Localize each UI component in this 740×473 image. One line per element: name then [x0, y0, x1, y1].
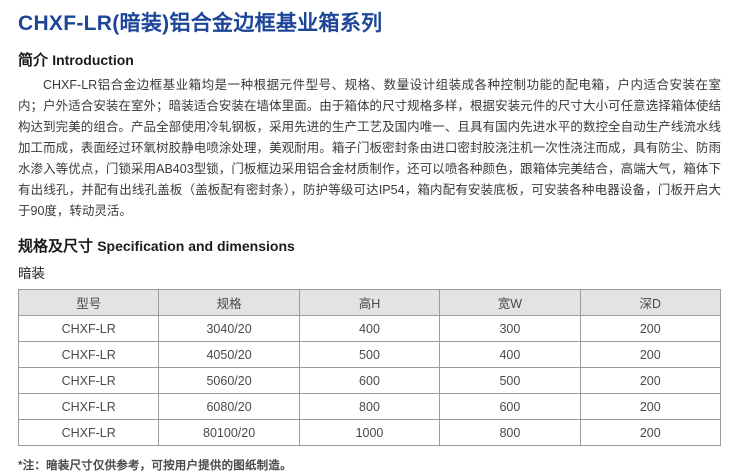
- table-cell: CHXF-LR: [17, 341, 160, 368]
- spec-table-head: 型号 规格 高H 宽W 深D: [17, 289, 722, 316]
- table-cell: 200: [579, 393, 722, 420]
- table-cell: 6080/20: [158, 393, 300, 420]
- table-cell: 300: [439, 315, 581, 342]
- spec-table: 型号 规格 高H 宽W 深D CHXF-LR 3040/20 400 300 200 CHXF-L…: [17, 289, 722, 446]
- table-row: CHXF-LR 4050/20 500 400 200: [17, 341, 722, 368]
- table-cell: CHXF-LR: [17, 393, 160, 420]
- table-cell: 200: [579, 315, 722, 342]
- table-cell: 500: [298, 341, 441, 368]
- table-cell: 1000: [298, 419, 441, 446]
- spec-table-column-header: 宽W: [439, 289, 581, 316]
- table-row: CHXF-LR 80100/20 1000 800 200: [17, 419, 722, 446]
- spec-table-body: CHXF-LR 3040/20 400 300 200 CHXF-LR 4050/20 500…: [17, 315, 722, 446]
- spec-section-heading: 规格及尺寸 Specification and dimensions: [18, 237, 721, 256]
- intro-heading-en: Introduction: [52, 52, 134, 68]
- table-row: CHXF-LR 3040/20 400 300 200: [17, 315, 722, 342]
- table-cell: 200: [579, 367, 722, 394]
- table-cell: 400: [439, 341, 581, 368]
- spec-table-column-header: 规格: [158, 289, 300, 316]
- table-cell: 3040/20: [158, 315, 300, 342]
- mounting-type-label: 暗装: [18, 266, 45, 281]
- table-cell: 5060/20: [158, 367, 300, 394]
- table-cell: 4050/20: [158, 341, 300, 368]
- spec-heading-zh: 规格及尺寸: [18, 238, 94, 255]
- table-cell: 200: [579, 341, 722, 368]
- page-title: CHXF-LR(暗装)铝合金边框基业箱系列: [18, 12, 383, 35]
- table-cell: 800: [298, 393, 441, 420]
- table-cell: CHXF-LR: [17, 367, 160, 394]
- table-cell: 80100/20: [158, 419, 300, 446]
- spec-table-column-header: 型号: [17, 289, 160, 316]
- table-cell: 400: [298, 315, 441, 342]
- table-cell: CHXF-LR: [17, 419, 160, 446]
- intro-paragraph: CHXF-LR铝合金边框基业箱均是一种根据元件型号、规格、数量设计组装成各种控制…: [18, 78, 721, 218]
- table-cell: 600: [439, 393, 581, 420]
- intro-heading-zh: 简介: [18, 52, 49, 69]
- spec-table-column-header: 高H: [298, 289, 441, 316]
- intro-section-heading: 简介 Introduction: [18, 51, 721, 70]
- table-cell: 500: [439, 367, 581, 394]
- footnote: *注：暗装尺寸仅供参考，可按用户提供的图纸制造。: [18, 460, 292, 472]
- table-row: CHXF-LR 6080/20 800 600 200: [17, 393, 722, 420]
- table-cell: 200: [579, 419, 722, 446]
- spec-table-column-header: 深D: [579, 289, 722, 316]
- table-cell: 800: [439, 419, 581, 446]
- table-row: CHXF-LR 5060/20 600 500 200: [17, 367, 722, 394]
- spec-table-header-row: 型号 规格 高H 宽W 深D: [17, 289, 722, 316]
- table-cell: 600: [298, 367, 441, 394]
- table-cell: CHXF-LR: [17, 315, 160, 342]
- spec-heading-en: Specification and dimensions: [97, 238, 295, 254]
